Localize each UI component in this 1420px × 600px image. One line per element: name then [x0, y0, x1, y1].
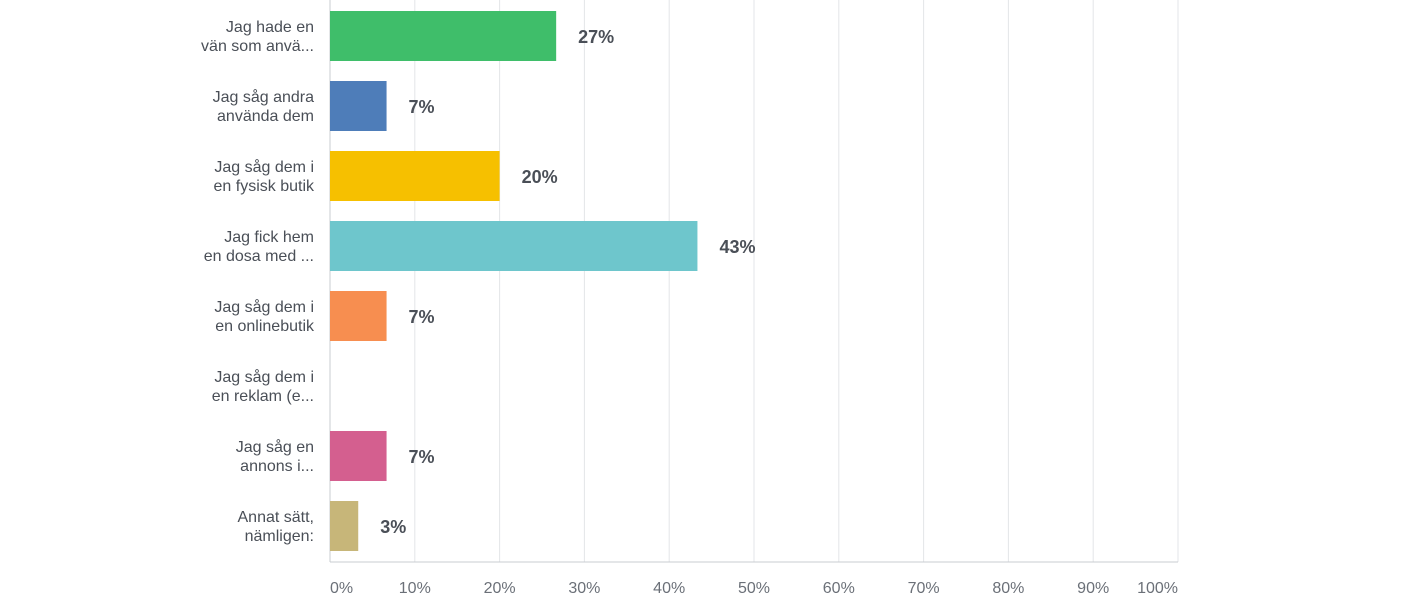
value-label: 7% — [409, 307, 435, 327]
x-tick-label: 80% — [992, 580, 1024, 597]
category-label: Jag såg andra använda dem — [213, 88, 315, 125]
bar — [330, 151, 500, 201]
x-tick-label: 100% — [1137, 580, 1178, 597]
category-label: Jag såg dem i en fysisk butik — [214, 158, 315, 195]
bar — [330, 291, 387, 341]
value-label: 3% — [380, 517, 406, 537]
x-tick-label: 50% — [738, 580, 770, 597]
bar — [330, 431, 387, 481]
bar — [330, 221, 698, 271]
value-label: 27% — [578, 27, 614, 47]
category-label: Annat sätt, nämligen: — [238, 509, 315, 545]
x-tick-label: 60% — [823, 580, 855, 597]
value-label: 43% — [719, 237, 755, 257]
gridlines — [329, 0, 1179, 563]
category-labels: Jag hade en vän som anvä... Jag såg andra a… — [201, 19, 315, 545]
value-label: 20% — [522, 167, 558, 187]
value-label: 7% — [409, 447, 435, 467]
category-label: Jag såg dem i en onlinebutik — [214, 298, 315, 335]
x-tick-label: 90% — [1077, 580, 1109, 597]
category-label: Jag såg dem i en reklam (e... — [212, 368, 314, 405]
category-label: Jag hade en vän som anvä... — [201, 19, 314, 55]
x-tick-label: 40% — [653, 580, 685, 597]
bar — [330, 81, 387, 131]
category-label: Jag fick hem en dosa med ... — [204, 229, 314, 265]
bars — [330, 11, 698, 551]
value-label: 7% — [409, 97, 435, 117]
x-tick-label: 0% — [330, 580, 353, 597]
x-tick-label: 10% — [399, 580, 431, 597]
bar — [330, 11, 557, 61]
category-label: Jag såg en annons i... — [236, 438, 314, 475]
x-tick-label: 30% — [568, 580, 600, 597]
bar — [330, 501, 359, 551]
x-tick-label: 70% — [908, 580, 940, 597]
value-labels: 27% 7% 20% 43% 7% 7% 3% — [380, 27, 755, 537]
x-tick-label: 20% — [484, 580, 516, 597]
x-axis-ticks: 0% 10% 20% 30% 40% 50% 60% 70% 80% 90% 100% — [330, 580, 1178, 597]
